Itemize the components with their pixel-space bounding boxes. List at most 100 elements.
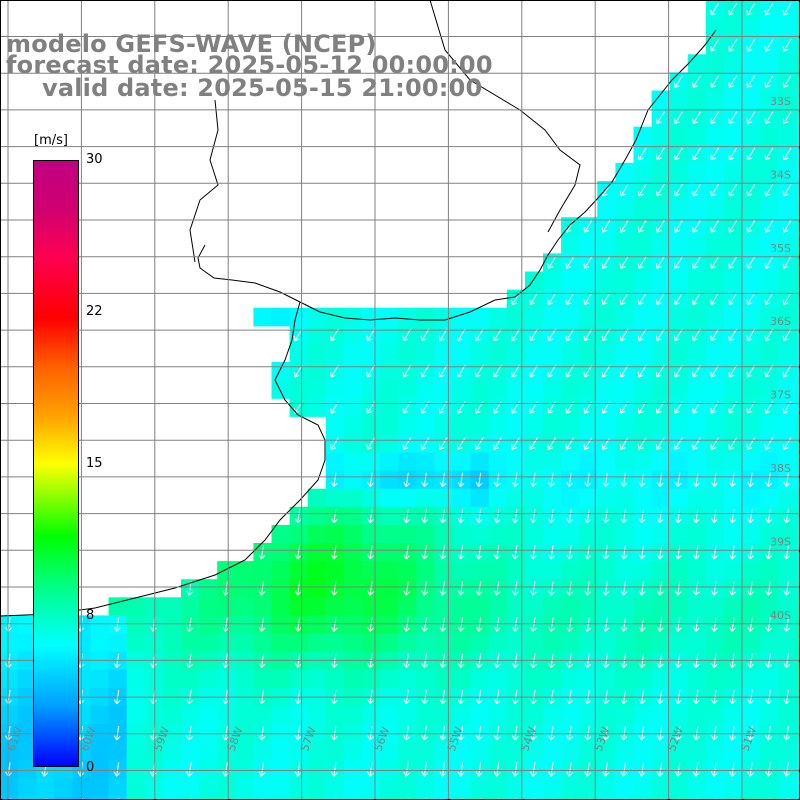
wind-arrow bbox=[258, 617, 266, 632]
wind-cell bbox=[307, 651, 327, 671]
wind-arrow bbox=[601, 292, 611, 306]
wind-cell bbox=[488, 380, 508, 399]
wind-cell bbox=[796, 36, 800, 55]
wind-cell bbox=[687, 669, 707, 689]
wind-arrow bbox=[186, 617, 193, 632]
wind-arrow bbox=[674, 508, 682, 524]
wind-cell bbox=[579, 452, 598, 472]
wind-cell bbox=[669, 271, 689, 291]
wind-cell bbox=[724, 778, 743, 797]
wind-cell bbox=[669, 705, 689, 725]
wind-cell bbox=[398, 669, 417, 689]
wind-cell bbox=[380, 362, 399, 381]
wind-cell bbox=[108, 705, 128, 725]
wind-arrow bbox=[747, 762, 755, 777]
wind-cell bbox=[343, 398, 363, 417]
wind-arrow bbox=[728, 111, 738, 125]
wind-arrow bbox=[602, 726, 610, 741]
wind-arrow bbox=[475, 328, 484, 342]
wind-cell bbox=[271, 597, 291, 616]
wind-cell bbox=[217, 778, 236, 797]
wind-cell bbox=[742, 561, 761, 580]
wind-cell bbox=[199, 579, 218, 598]
colorbar-tick-8: 8 bbox=[86, 608, 95, 623]
wind-cell bbox=[18, 796, 37, 800]
wind-arrow bbox=[728, 147, 738, 161]
wind-arrow bbox=[711, 762, 718, 777]
wind-cell bbox=[325, 796, 345, 800]
wind-cell bbox=[778, 162, 797, 182]
wind-cell bbox=[398, 452, 417, 472]
wind-cell bbox=[633, 524, 653, 544]
wind-cell bbox=[18, 633, 37, 653]
wind-arrow bbox=[764, 147, 774, 161]
wind-cell bbox=[615, 669, 635, 689]
wind-cell bbox=[760, 524, 779, 544]
wind-arrow bbox=[530, 762, 537, 777]
wind-cell bbox=[162, 669, 182, 689]
wind-arrow bbox=[729, 762, 736, 777]
wind-cell bbox=[615, 307, 635, 327]
wind-arrow bbox=[367, 508, 374, 524]
wind-arrow bbox=[620, 617, 628, 632]
wind-cell bbox=[144, 633, 164, 653]
wind-cell bbox=[561, 488, 580, 508]
wind-arrow bbox=[258, 545, 266, 560]
wind-cell bbox=[126, 760, 146, 779]
wind-cell bbox=[796, 18, 800, 37]
wind-cell bbox=[760, 669, 779, 689]
wind-cell bbox=[307, 488, 327, 508]
wind-cell bbox=[162, 778, 182, 797]
wind-arrow bbox=[783, 581, 791, 596]
wind-cell bbox=[524, 343, 544, 363]
wind-cell bbox=[796, 452, 800, 472]
wind-cell bbox=[362, 488, 381, 508]
wind-arrow bbox=[457, 726, 465, 741]
wind-cell bbox=[633, 126, 653, 146]
wind-cell bbox=[724, 199, 743, 218]
wind-arrow bbox=[457, 762, 465, 777]
wind-arrow bbox=[711, 508, 718, 524]
wind-cell bbox=[778, 343, 797, 363]
wind-arrow bbox=[457, 472, 465, 487]
wind-cell bbox=[416, 488, 435, 508]
wind-cell bbox=[470, 343, 490, 363]
wind-arrow bbox=[475, 617, 483, 632]
wind-cell bbox=[651, 561, 671, 580]
wind-arrow bbox=[583, 220, 593, 233]
wind-arrow bbox=[783, 545, 791, 560]
wind-arrow bbox=[584, 617, 592, 632]
wind-arrow bbox=[728, 2, 738, 16]
wind-cell bbox=[724, 633, 743, 653]
wind-cell bbox=[543, 778, 562, 797]
wind-cell bbox=[307, 543, 327, 562]
wind-cell bbox=[162, 705, 182, 725]
wind-cell bbox=[543, 488, 562, 508]
wind-cell bbox=[271, 362, 291, 381]
wind-arrow bbox=[565, 328, 575, 342]
wind-arrow bbox=[493, 545, 501, 560]
wind-cell bbox=[705, 235, 725, 254]
wind-arrow bbox=[729, 617, 736, 632]
wind-cell bbox=[615, 524, 635, 544]
wind-arrow bbox=[656, 111, 665, 125]
wind-arrow bbox=[729, 545, 736, 560]
wind-cell bbox=[452, 416, 472, 435]
wind-cell bbox=[705, 162, 725, 182]
wind-cell bbox=[325, 705, 345, 725]
wind-cell bbox=[633, 235, 653, 254]
wind-cell bbox=[705, 90, 725, 110]
wind-cell bbox=[579, 488, 598, 508]
wind-arrow bbox=[782, 437, 792, 450]
wind-arrow bbox=[367, 726, 374, 741]
wind-cell bbox=[796, 144, 800, 164]
wind-cell bbox=[18, 615, 37, 635]
wind-cell bbox=[796, 543, 800, 562]
wind-arrow bbox=[674, 256, 683, 269]
wind-cell bbox=[742, 524, 761, 544]
wind-cell bbox=[651, 597, 671, 616]
wind-arrow bbox=[674, 545, 682, 560]
wind-arrow bbox=[710, 39, 720, 52]
wind-cell bbox=[289, 524, 309, 544]
wind-cell bbox=[343, 543, 363, 562]
